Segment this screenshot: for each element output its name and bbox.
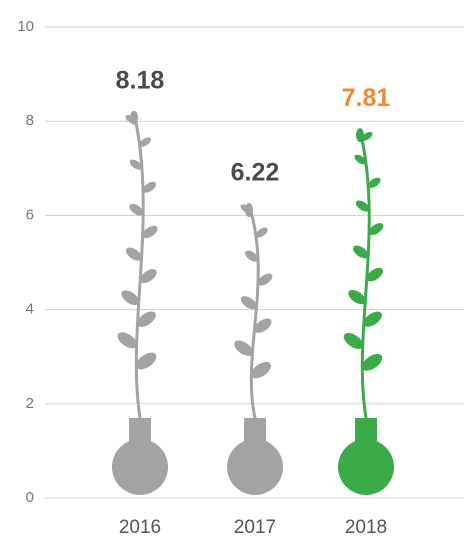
leaf bbox=[257, 273, 273, 286]
leaf bbox=[121, 290, 140, 306]
leaf bbox=[135, 352, 157, 370]
x-tick-label: 2016 bbox=[119, 517, 161, 538]
y-tick-label: 2 bbox=[26, 395, 34, 412]
x-tick-label: 2017 bbox=[234, 517, 276, 538]
leaf bbox=[125, 247, 142, 261]
plant bbox=[112, 110, 168, 495]
vine bbox=[358, 128, 371, 420]
leaf bbox=[234, 340, 253, 356]
leaf bbox=[343, 332, 364, 349]
leaf bbox=[255, 227, 268, 238]
y-tick-label: 8 bbox=[26, 112, 34, 129]
value-label: 6.22 bbox=[231, 159, 280, 187]
leaf bbox=[254, 318, 272, 333]
leaf bbox=[354, 154, 367, 165]
leaf bbox=[129, 159, 143, 170]
leaf bbox=[142, 225, 158, 239]
leaf bbox=[142, 181, 157, 193]
leaf bbox=[361, 131, 373, 141]
y-tick-label: 10 bbox=[17, 18, 34, 35]
leaf bbox=[139, 137, 151, 147]
leaf bbox=[355, 200, 370, 212]
leaf bbox=[240, 296, 257, 310]
leaf bbox=[361, 353, 383, 371]
leaf bbox=[251, 361, 271, 379]
value-label: 8.18 bbox=[116, 66, 165, 94]
vine bbox=[132, 111, 145, 420]
leaf bbox=[117, 332, 137, 349]
leaf bbox=[368, 223, 384, 236]
value-label: 7.81 bbox=[342, 84, 391, 112]
leaf bbox=[139, 269, 157, 284]
vine bbox=[247, 203, 260, 420]
leaf bbox=[367, 177, 381, 189]
pot bbox=[227, 439, 283, 495]
y-tick-label: 6 bbox=[26, 206, 34, 223]
leaf bbox=[366, 267, 384, 282]
plant bbox=[338, 128, 394, 495]
leaf bbox=[348, 289, 366, 305]
y-tick-label: 0 bbox=[26, 489, 34, 506]
pot bbox=[338, 439, 394, 495]
leaf bbox=[129, 203, 144, 216]
leaf bbox=[363, 311, 382, 327]
plant bbox=[227, 203, 283, 495]
y-tick-label: 4 bbox=[26, 301, 34, 318]
leaf bbox=[244, 250, 259, 262]
leaf bbox=[353, 245, 369, 259]
leaf bbox=[137, 311, 156, 327]
x-tick-label: 2018 bbox=[345, 517, 387, 538]
pot bbox=[112, 439, 168, 495]
